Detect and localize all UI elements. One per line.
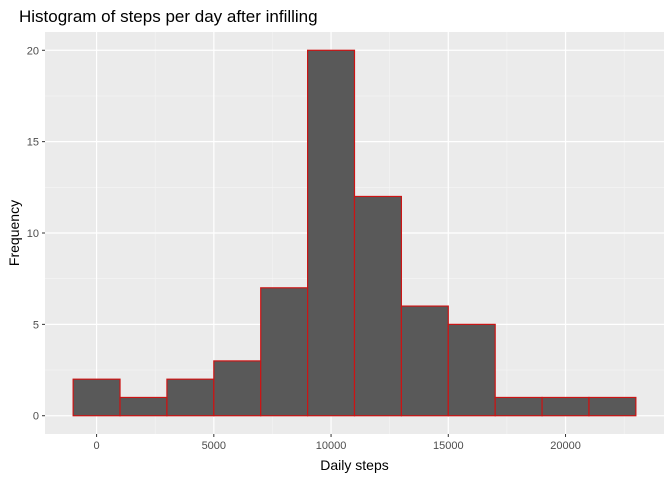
histogram-bar [72,378,121,417]
histogram-bar [447,323,496,417]
x-tick-label: 0 [94,440,100,452]
histogram-bar [541,396,590,417]
y-tick-label: 0 [33,411,39,423]
histogram-bar [307,49,356,417]
histogram-bar [119,396,168,417]
x-tick-label: 10000 [316,440,347,452]
y-tick-label: 10 [27,228,39,240]
histogram-bar [353,195,402,417]
histogram-bar [213,360,262,417]
histogram-bar [166,378,215,417]
y-tick-label: 5 [33,319,39,331]
chart-title: Histogram of steps per day after infilli… [19,7,318,26]
x-axis-title: Daily steps [320,457,388,473]
x-tick-label: 20000 [550,440,581,452]
histogram-bar [260,287,309,417]
y-tick-label: 20 [27,45,39,57]
x-tick-label: 15000 [433,440,464,452]
histogram-bars [72,49,637,417]
y-axis: 0 5 10 15 20 [27,45,45,423]
histogram-bar [588,396,637,417]
y-tick-label: 15 [27,137,39,149]
x-tick-label: 5000 [202,440,226,452]
histogram-bar [400,305,449,417]
histogram-bar [494,396,543,417]
x-axis: 0 5000 10000 15000 20000 [94,434,581,452]
y-axis-title: Frequency [6,200,22,266]
